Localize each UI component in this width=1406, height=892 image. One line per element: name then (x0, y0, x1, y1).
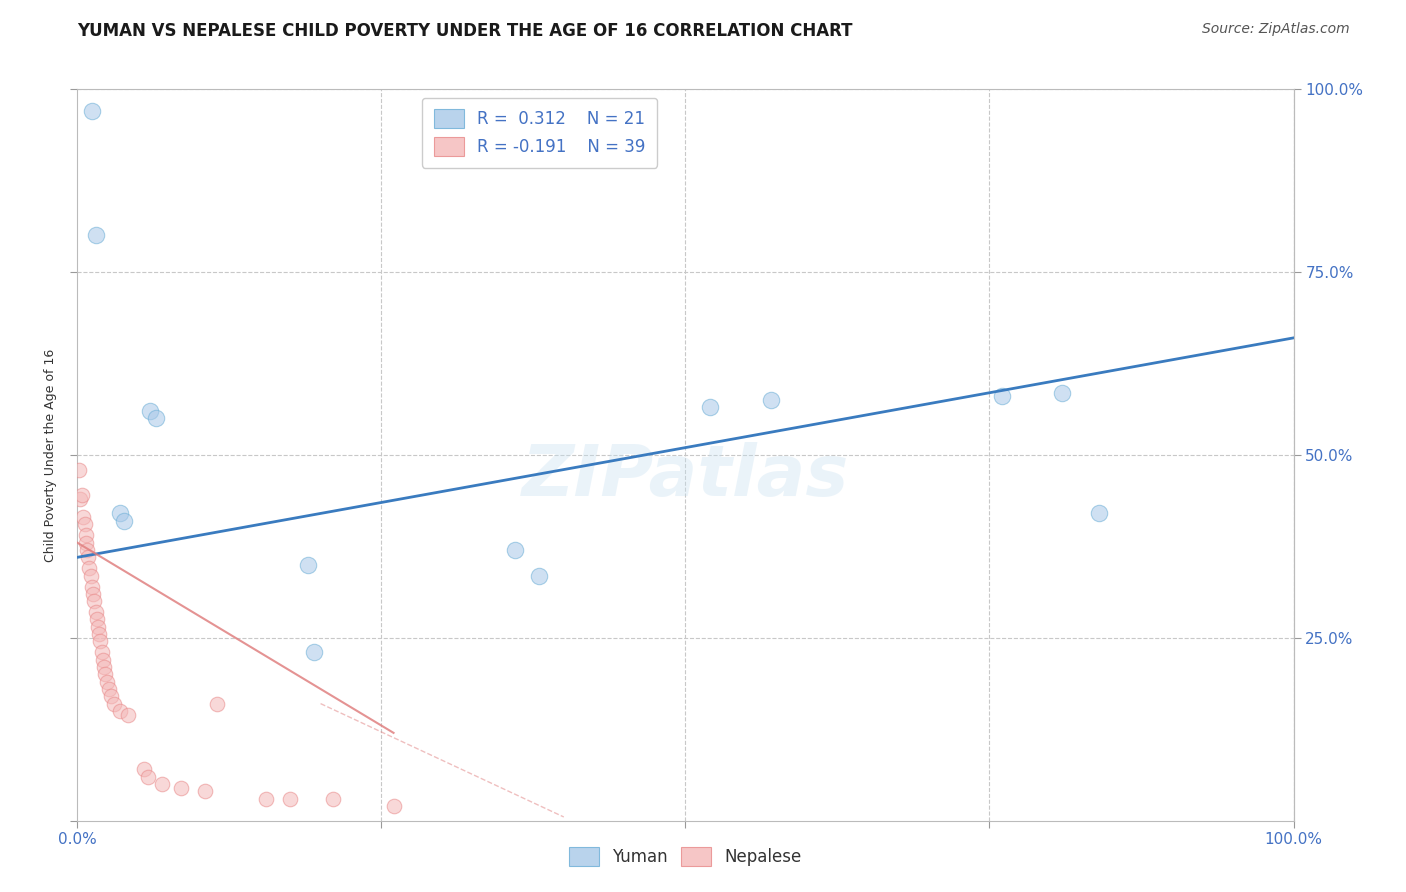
Point (108, 507, 131, 521)
Point (1052, 385, 1074, 400)
Point (139, 404, 162, 418)
Point (759, 392, 782, 407)
Point (990, 389, 1012, 403)
Point (145, 411, 167, 425)
Point (297, 558, 319, 572)
Point (134, 763, 156, 777)
Point (89, 627, 111, 641)
Point (90, 645, 112, 659)
Point (194, 784, 217, 798)
Point (75, 535, 97, 549)
Text: YUMAN VS NEPALESE CHILD POVERTY UNDER THE AGE OF 16 CORRELATION CHART: YUMAN VS NEPALESE CHILD POVERTY UNDER TH… (77, 22, 853, 40)
Point (93, 660, 115, 674)
Point (322, 791, 344, 805)
Text: Source: ZipAtlas.com: Source: ZipAtlas.com (1202, 22, 1350, 37)
Point (67, 462, 90, 476)
Point (83, 594, 105, 608)
Point (529, 568, 551, 582)
Point (136, 770, 159, 784)
Point (94, 667, 117, 681)
Point (304, 645, 326, 659)
Point (72, 510, 94, 524)
Point (73, 517, 96, 532)
Point (87, 620, 110, 634)
Point (254, 791, 277, 805)
Point (205, 697, 228, 711)
Point (503, 543, 526, 558)
Point (97, 681, 120, 696)
Point (503, 104, 526, 119)
Point (170, 780, 193, 795)
Point (69, 491, 91, 506)
Point (112, 514, 135, 528)
Point (103, 697, 125, 711)
Point (152, 777, 174, 791)
Point (84, 228, 107, 243)
Point (382, 799, 405, 814)
Point (84, 605, 107, 619)
Point (699, 401, 721, 415)
Point (80, 580, 103, 594)
Point (86, 613, 108, 627)
Point (76, 543, 98, 558)
Point (108, 704, 131, 718)
Point (89, 634, 111, 648)
Point (80, 568, 103, 582)
Point (82, 587, 104, 601)
Point (117, 707, 139, 722)
Point (96, 674, 118, 689)
Text: ZIPatlas: ZIPatlas (522, 442, 849, 511)
Y-axis label: Child Poverty Under the Age of 16: Child Poverty Under the Age of 16 (44, 348, 58, 562)
Point (75, 528, 97, 542)
Point (100, 690, 122, 704)
Point (91, 653, 114, 667)
Legend: Yuman, Nepalese: Yuman, Nepalese (561, 838, 810, 874)
Point (1088, 507, 1111, 521)
Point (77, 550, 100, 565)
Point (278, 791, 301, 805)
Point (70, 488, 93, 502)
Point (80, 104, 103, 119)
Point (79, 561, 101, 575)
